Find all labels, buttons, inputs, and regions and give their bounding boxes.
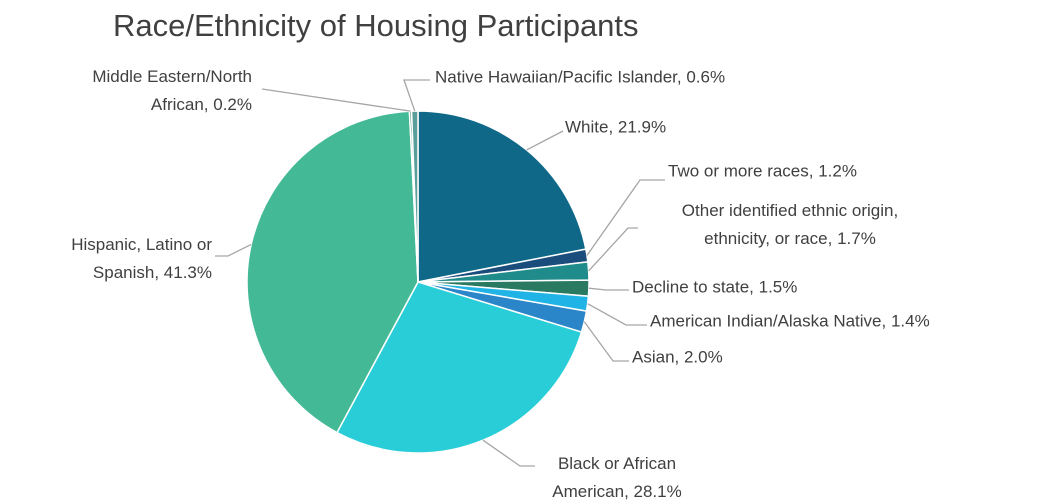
pie-slice bbox=[410, 110, 419, 283]
leader-line bbox=[403, 79, 430, 112]
leader-line bbox=[215, 243, 252, 257]
data-label: Native Hawaiian/Pacific Islander, 0.6% bbox=[435, 67, 725, 86]
data-label: Decline to state, 1.5% bbox=[632, 277, 797, 296]
data-label: Other identified ethnic origin, ethnicity… bbox=[682, 201, 898, 248]
data-label: Black or African American, 28.1% bbox=[552, 454, 681, 501]
leader-line bbox=[586, 179, 665, 256]
data-label: Two or more races, 1.2% bbox=[668, 161, 857, 180]
leader-line bbox=[261, 88, 411, 112]
leader-line bbox=[482, 439, 535, 467]
leader-line bbox=[588, 227, 638, 272]
data-label: Middle Eastern/North African, 0.2% bbox=[92, 67, 252, 114]
leader-line bbox=[526, 130, 564, 151]
pie-slice bbox=[246, 110, 419, 434]
data-label: American Indian/Alaska Native, 1.4% bbox=[650, 311, 930, 330]
leader-line bbox=[587, 303, 647, 326]
data-label: White, 21.9% bbox=[565, 117, 666, 136]
leader-line bbox=[588, 287, 629, 291]
leader-line bbox=[583, 321, 629, 362]
data-label: Hispanic, Latino or Spanish, 41.3% bbox=[71, 235, 212, 282]
data-label: Asian, 2.0% bbox=[632, 347, 723, 366]
chart-title: Race/Ethnicity of Housing Participants bbox=[113, 8, 639, 43]
